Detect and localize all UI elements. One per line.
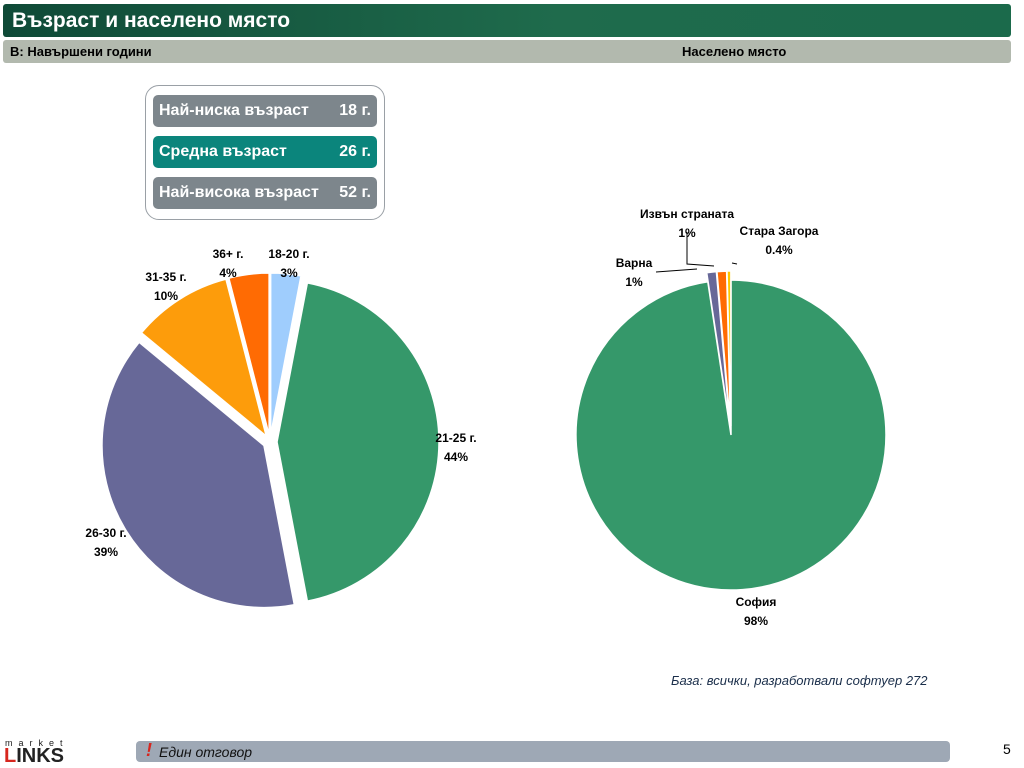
pie2-value-3: 0.4% (765, 243, 793, 257)
stat-value: 18 г. (339, 102, 371, 119)
pie2-label-3: Стара Загора (740, 224, 819, 238)
exclamation-icon: ! (146, 740, 152, 760)
pie1-slice-3 (140, 278, 268, 439)
pie1-label-0: 18-20 г. (268, 247, 309, 261)
pie1-label-1: 21-25 г. (435, 431, 476, 445)
pie2-leader-line-2 (686, 232, 715, 267)
age-stats-box: Най-ниска възраст 18 г. Средна възраст 2… (145, 85, 385, 220)
pie2-label-2: Извън страната (640, 207, 734, 221)
company-logo: market LINKS (2, 738, 82, 767)
pie1-slice-1 (276, 281, 440, 603)
pie1-value-0: 3% (280, 266, 298, 280)
pie1-label-4: 36+ г. (213, 247, 244, 261)
pie2-value-1: 1% (625, 275, 643, 289)
settlement-label: Населено място (682, 44, 787, 59)
page-title: Възраст и населено място (12, 9, 291, 32)
pie2-slice-0 (575, 279, 887, 591)
pie2-value-0: 98% (744, 614, 768, 628)
stat-label: Най-висока възраст (159, 184, 319, 201)
stat-value: 26 г. (339, 143, 371, 160)
pie1-slice-2 (101, 341, 296, 609)
pie1-label-3: 31-35 г. (145, 270, 186, 284)
base-note: База: всички, разработвали софтуер 272 (671, 673, 928, 688)
pie2-label-0: София (736, 595, 777, 609)
subtitle-bar: В: Навършени години Населено място (3, 40, 1011, 63)
pie2-slice-3 (726, 270, 732, 427)
pie1-value-4: 4% (219, 266, 237, 280)
logo-top-text: market (5, 738, 69, 748)
stat-value: 52 г. (339, 184, 371, 201)
logo-bottom-text: LINKS (4, 745, 65, 767)
question-label: В: Навършени години (10, 44, 152, 59)
pie2-leader-line-3 (731, 262, 738, 265)
pie2-value-2: 1% (678, 226, 696, 240)
pie1-value-1: 44% (444, 450, 468, 464)
page-number: 5 (1003, 741, 1011, 757)
pie1-slice-4 (227, 272, 270, 436)
answer-type-label: Един отговор (159, 744, 253, 760)
footer-bar: ! Един отговор (136, 740, 950, 762)
pie2-label-1: Варна (616, 256, 653, 270)
pie1-value-3: 10% (154, 289, 178, 303)
pie1-slice-0 (269, 272, 302, 436)
stat-label: Средна възраст (159, 143, 287, 160)
stat-row-min-age: Най-ниска възраст 18 г. (153, 95, 377, 127)
title-bar: Възраст и населено място (3, 4, 1011, 37)
stat-row-avg-age: Средна възраст 26 г. (153, 136, 377, 168)
stat-label: Най-ниска възраст (159, 102, 309, 119)
pie2-leader-line-1 (655, 268, 698, 273)
pie1-label-2: 26-30 г. (85, 526, 126, 540)
pie1-value-2: 39% (94, 545, 118, 559)
stat-row-max-age: Най-висока възраст 52 г. (153, 177, 377, 209)
